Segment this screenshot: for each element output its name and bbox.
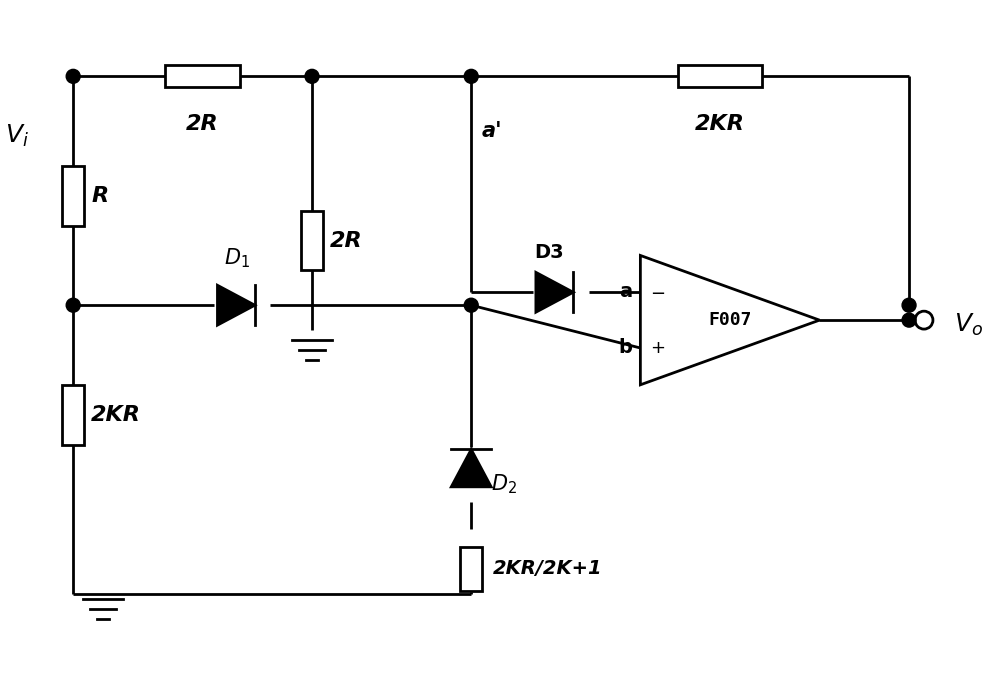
Text: R: R xyxy=(91,186,108,206)
Text: $+$: $+$ xyxy=(650,339,665,357)
Text: b: b xyxy=(619,338,632,357)
Text: 2R: 2R xyxy=(186,114,219,134)
Text: $V_i$: $V_i$ xyxy=(5,123,28,149)
Text: a': a' xyxy=(481,121,502,141)
Text: $V_o$: $V_o$ xyxy=(954,312,983,338)
Polygon shape xyxy=(536,272,573,312)
Text: 2R: 2R xyxy=(330,231,363,250)
Text: $D_1$: $D_1$ xyxy=(224,247,250,270)
Circle shape xyxy=(902,298,916,312)
Polygon shape xyxy=(451,450,491,486)
FancyBboxPatch shape xyxy=(62,385,84,445)
Circle shape xyxy=(305,70,319,83)
Text: 2KR: 2KR xyxy=(695,114,745,134)
Circle shape xyxy=(464,70,478,83)
Text: 2KR/2K+1: 2KR/2K+1 xyxy=(493,559,603,578)
FancyBboxPatch shape xyxy=(460,546,482,591)
Circle shape xyxy=(66,70,80,83)
FancyBboxPatch shape xyxy=(301,211,323,270)
Text: $-$: $-$ xyxy=(650,284,665,301)
Text: 2KR: 2KR xyxy=(91,404,141,425)
FancyBboxPatch shape xyxy=(62,166,84,226)
Text: a: a xyxy=(619,281,632,301)
Circle shape xyxy=(464,298,478,312)
FancyBboxPatch shape xyxy=(678,65,762,88)
Text: F007: F007 xyxy=(708,311,752,329)
Polygon shape xyxy=(217,286,255,325)
FancyBboxPatch shape xyxy=(165,65,240,88)
Circle shape xyxy=(902,313,916,327)
Text: D3: D3 xyxy=(534,243,564,263)
Circle shape xyxy=(66,298,80,312)
Text: $D_2$: $D_2$ xyxy=(491,473,517,496)
Polygon shape xyxy=(640,256,819,385)
